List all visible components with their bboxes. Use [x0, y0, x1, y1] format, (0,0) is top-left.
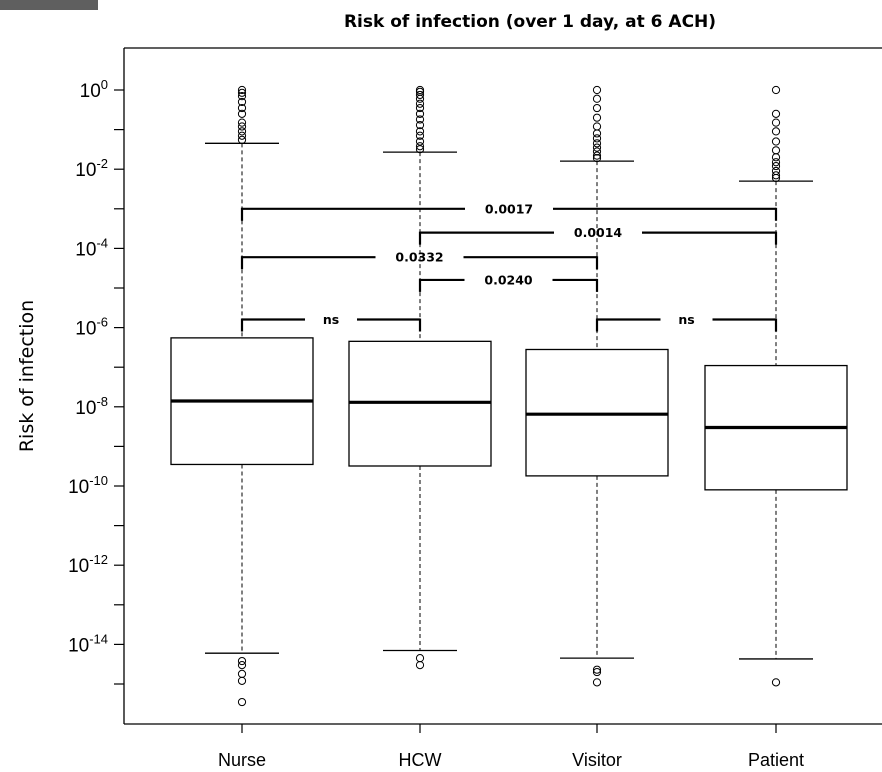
x-tick-label-visitor: Visitor: [572, 750, 622, 770]
outlier-point-patient: [771, 161, 781, 171]
x-tick-label-hcw: HCW: [399, 750, 442, 770]
p-value-label: 0.0240: [484, 272, 533, 287]
y-tick-label: 10-10: [68, 473, 108, 498]
outlier-point-nurse: [237, 135, 247, 144]
outlier-point-hcw: [415, 99, 425, 108]
outlier-point-visitor: [592, 103, 602, 113]
chart-title: Risk of infection (over 1 day, at 6 ACH): [343, 12, 717, 32]
outlier-point-visitor: [592, 143, 602, 152]
outlier-point-visitor: [592, 151, 602, 160]
outlier-point-visitor: [592, 139, 602, 148]
boxes-group: [170, 85, 848, 707]
outlier-point-hcw: [415, 115, 425, 124]
outlier-point-nurse: [237, 676, 247, 685]
p-value-label: 0.0017: [485, 201, 533, 216]
y-tick-label: 10-8: [75, 394, 108, 419]
outlier-point-hcw: [415, 103, 425, 113]
outlier-point-visitor: [592, 122, 602, 131]
y-tick-label: 10-14: [68, 631, 108, 656]
outlier-point-hcw: [415, 142, 425, 151]
outlier-point-nurse: [237, 85, 247, 95]
outlier-point-nurse: [237, 656, 247, 666]
outlier-point-patient: [771, 158, 781, 167]
outlier-point-nurse: [237, 109, 247, 118]
x-tick-label-nurse: Nurse: [218, 750, 266, 770]
outlier-point-nurse: [237, 103, 247, 113]
outlier-point-visitor: [592, 113, 602, 122]
outlier-point-patient: [771, 171, 781, 180]
outlier-point-nurse: [237, 118, 247, 127]
y-tick-label: 10-2: [75, 156, 108, 181]
outlier-point-patient: [771, 109, 781, 118]
outlier-point-nurse: [237, 127, 247, 136]
outlier-point-patient: [771, 118, 781, 127]
outlier-point-visitor: [592, 94, 602, 103]
outlier-point-nurse: [237, 131, 247, 140]
outlier-point-hcw: [415, 120, 425, 130]
outlier-point-hcw: [415, 661, 425, 670]
outlier-point-visitor: [592, 154, 602, 163]
axes-group: 100 10-2 10-4 10-6 10-8 10-10 10-12 10-14 Nurse H…: [68, 47, 882, 770]
outlier-point-nurse: [237, 697, 247, 707]
y-tick-label: 10-4: [75, 235, 108, 260]
y-tick-label: 100: [80, 77, 108, 102]
outlier-point-patient: [771, 127, 781, 136]
outlier-point-patient: [771, 678, 781, 687]
p-value-label: 0.0332: [395, 250, 443, 265]
y-axis-label: Risk of infection: [16, 300, 38, 452]
outlier-point-visitor: [592, 678, 602, 687]
outlier-point-nurse: [237, 661, 247, 670]
outlier-point-patient: [771, 153, 781, 162]
p-value-label: 0.0014: [574, 225, 623, 240]
outlier-point-visitor: [592, 147, 602, 156]
brackets-group: 0.0017 0.0014 0.0332 0.0240 ns ns: [240, 201, 778, 332]
y-tick-label: 10-12: [68, 552, 108, 577]
outlier-point-hcw: [415, 654, 425, 663]
outlier-point-visitor: [592, 134, 602, 143]
outlier-point-patient: [771, 137, 781, 146]
outlier-point-visitor: [592, 665, 602, 674]
corner-tab-decoration: [0, 0, 98, 10]
p-value-label: ns: [323, 312, 339, 327]
outlier-point-hcw: [415, 94, 425, 103]
outlier-point-nurse: [237, 97, 247, 107]
outlier-point-hcw: [415, 127, 425, 136]
outlier-point-nurse: [237, 669, 247, 678]
outlier-point-hcw: [415, 145, 425, 154]
outlier-point-nurse: [237, 88, 247, 97]
y-tick-label: 10-6: [75, 315, 108, 340]
outlier-point-nurse: [237, 92, 247, 101]
outlier-point-patient: [771, 173, 781, 183]
outlier-point-hcw: [415, 90, 425, 100]
outlier-point-patient: [771, 146, 781, 155]
p-value-label: ns: [678, 312, 694, 327]
outlier-point-visitor: [592, 667, 602, 677]
outlier-point-hcw: [415, 109, 425, 118]
outlier-point-nurse: [237, 122, 247, 131]
outlier-point-patient: [771, 85, 781, 95]
outlier-point-hcw: [415, 131, 425, 140]
outlier-point-visitor: [592, 85, 602, 95]
outlier-point-visitor: [592, 129, 602, 138]
x-tick-label-patient: Patient: [748, 750, 804, 770]
outlier-point-patient: [771, 166, 781, 176]
